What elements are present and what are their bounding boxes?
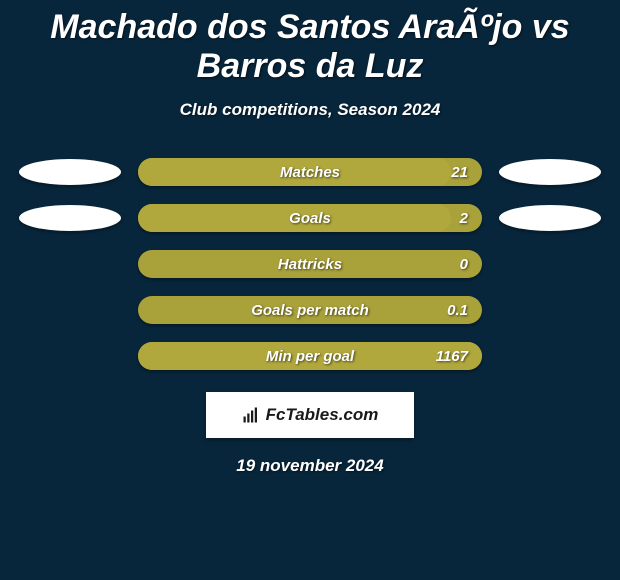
stat-rows: Matches21 Goals2 Hattricks0 Goals per match…: [0, 158, 620, 370]
stat-bar: Goals per match0.1: [138, 296, 482, 324]
stat-bar: Goals2: [138, 204, 482, 232]
stat-value: 0: [460, 250, 468, 278]
stat-label: Matches: [138, 158, 482, 186]
subtitle: Club competitions, Season 2024: [0, 100, 620, 120]
stat-bar: Min per goal1167: [138, 342, 482, 370]
stat-bar: Matches21: [138, 158, 482, 186]
stats-card: Machado dos Santos AraÃºjo vs Barros da …: [0, 0, 620, 580]
left-ellipse: [19, 159, 121, 185]
stat-row: Matches21: [19, 158, 601, 186]
stat-value: 1167: [436, 342, 468, 370]
right-ellipse: [499, 205, 601, 231]
stat-bar: Hattricks0: [138, 250, 482, 278]
chart-bars-icon: [242, 406, 260, 424]
stat-row: Goals2: [19, 204, 601, 232]
footer-date: 19 november 2024: [0, 456, 620, 476]
brand-text: FcTables.com: [266, 405, 379, 425]
stat-label: Goals per match: [138, 296, 482, 324]
brand-badge: FcTables.com: [206, 392, 414, 438]
stat-row: Min per goal1167: [19, 342, 601, 370]
stat-row: Hattricks0: [19, 250, 601, 278]
right-ellipse: [499, 159, 601, 185]
stat-value: 2: [460, 204, 468, 232]
stat-row: Goals per match0.1: [19, 296, 601, 324]
page-title: Machado dos Santos AraÃºjo vs Barros da …: [0, 0, 620, 86]
stat-value: 0.1: [447, 296, 468, 324]
stat-label: Hattricks: [138, 250, 482, 278]
left-ellipse: [19, 205, 121, 231]
stat-label: Min per goal: [138, 342, 482, 370]
stat-value: 21: [451, 158, 468, 186]
stat-label: Goals: [138, 204, 482, 232]
